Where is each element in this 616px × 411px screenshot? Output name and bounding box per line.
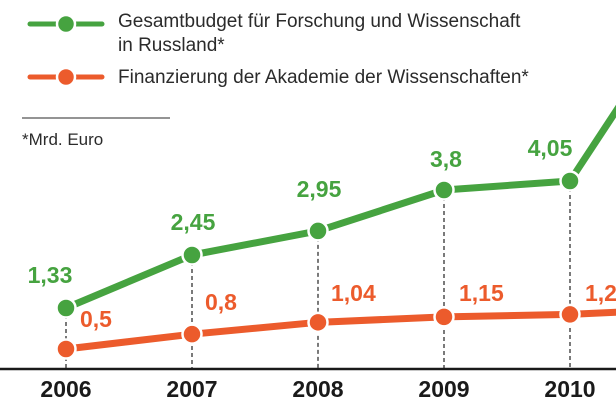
data-label-academy-funding-2008: 1,04 bbox=[331, 280, 376, 306]
x-tick-label-2010: 2010 bbox=[544, 376, 595, 402]
x-tick-label-2007: 2007 bbox=[166, 376, 217, 402]
data-label-academy-funding-2009: 1,15 bbox=[459, 280, 504, 306]
point-academy-funding-2008 bbox=[307, 311, 329, 334]
point-total-budget-2006 bbox=[55, 297, 77, 319]
point-academy-funding-2010 bbox=[559, 303, 581, 326]
x-tick-label-2006: 2006 bbox=[40, 376, 91, 402]
legend-label-total-budget-line2: in Russland* bbox=[118, 35, 225, 56]
data-label-academy-funding-2007: 0,8 bbox=[205, 289, 237, 315]
point-total-budget-2007 bbox=[181, 244, 203, 266]
x-tick-label-2008: 2008 bbox=[292, 376, 343, 402]
series-line-total-budget bbox=[62, 104, 616, 312]
data-labels: 1,33 2,45 2,95 3,8 4,05 0,5 0,8 1,04 1,15 1,2 bbox=[28, 135, 616, 332]
legend: Gesamtbudget für Forschung und Wissensch… bbox=[27, 11, 529, 88]
legend-label-total-budget-line1: Gesamtbudget für Forschung und Wissensch… bbox=[118, 11, 521, 32]
series-line-academy-funding bbox=[62, 308, 616, 353]
legend-swatch-marker-academy-funding bbox=[55, 66, 77, 88]
point-academy-funding-2009 bbox=[433, 306, 455, 328]
point-total-budget-2008 bbox=[307, 220, 329, 242]
data-label-total-budget-2008: 2,95 bbox=[297, 176, 342, 202]
data-label-total-budget-2006: 1,33 bbox=[28, 262, 73, 288]
point-academy-funding-2006 bbox=[55, 338, 77, 360]
data-label-academy-funding-2010: 1,2 bbox=[585, 280, 616, 306]
legend-label-academy-funding: Finanzierung der Akademie der Wissenscha… bbox=[118, 67, 529, 88]
x-axis-ticks: 2006 2007 2008 2009 2010 bbox=[40, 376, 595, 402]
series-markers bbox=[55, 170, 581, 360]
legend-swatch-marker-total-budget bbox=[55, 13, 77, 35]
data-label-total-budget-2009: 3,8 bbox=[430, 146, 462, 172]
data-label-academy-funding-2006: 0,5 bbox=[80, 306, 112, 332]
point-total-budget-2010 bbox=[559, 170, 581, 192]
point-academy-funding-2007 bbox=[181, 323, 203, 345]
point-total-budget-2009 bbox=[433, 179, 455, 201]
data-label-total-budget-2010: 4,05 bbox=[528, 135, 573, 161]
unit-note: *Mrd. Euro bbox=[22, 130, 103, 149]
data-label-total-budget-2007: 2,45 bbox=[171, 209, 216, 235]
x-tick-label-2009: 2009 bbox=[418, 376, 469, 402]
